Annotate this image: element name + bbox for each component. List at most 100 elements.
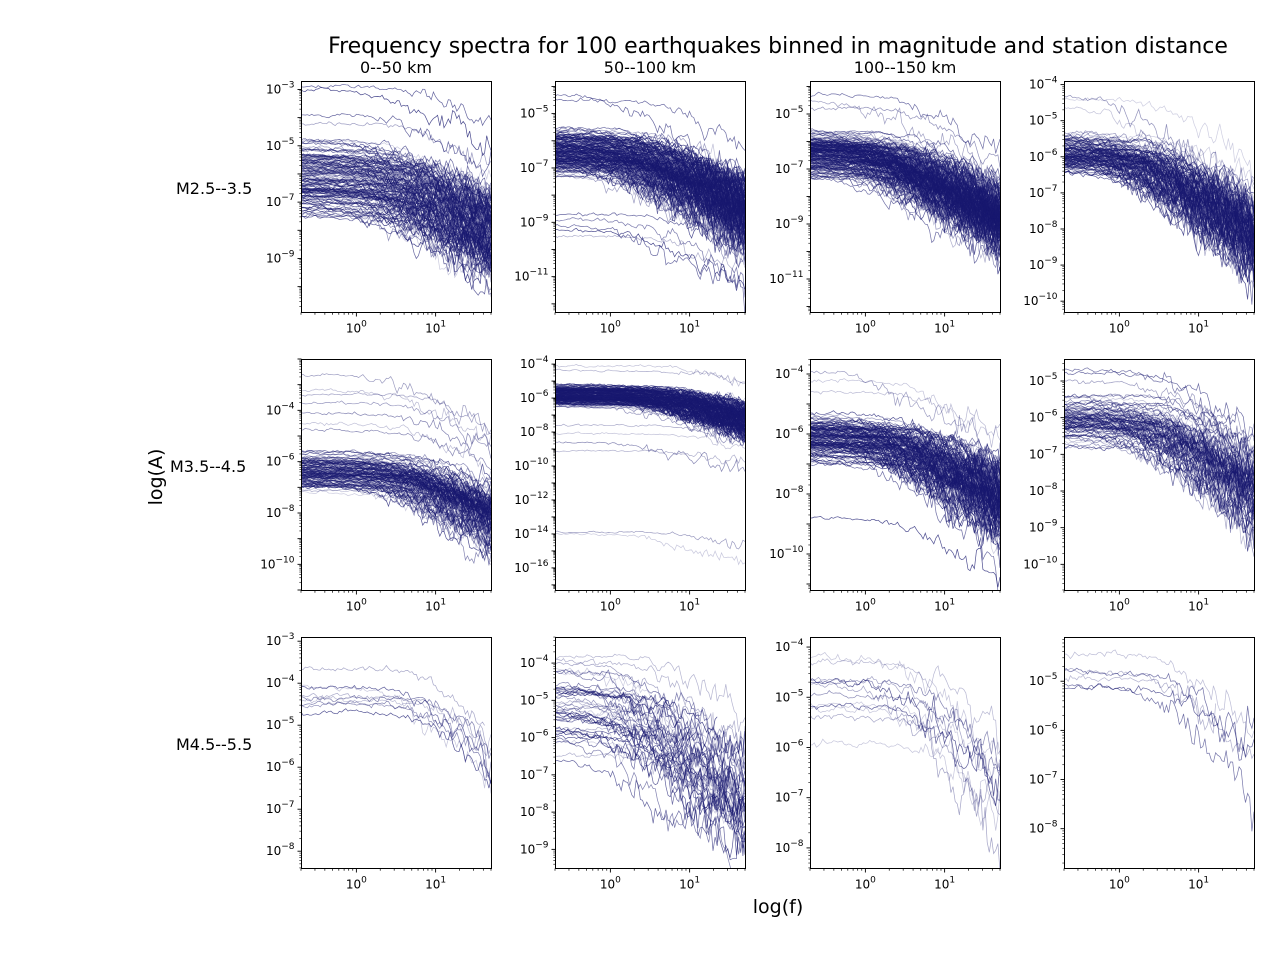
spectrum-line-134 <box>301 180 491 274</box>
spectrum-line-77 <box>810 130 1000 206</box>
spectrum-line-179 <box>555 146 745 213</box>
y-tick-label: 10−8 <box>1029 820 1058 836</box>
spectrum-line-201 <box>810 99 1000 201</box>
spectrum-line-25 <box>555 700 745 774</box>
y-tick-label: 10−6 <box>1029 409 1058 425</box>
spectrum-line-4 <box>1064 667 1254 753</box>
spectrum-line-99 <box>301 138 491 191</box>
spectrum-line-194 <box>810 154 1000 218</box>
spectrum-line-205 <box>555 227 745 291</box>
row-label-0: M2.5--3.5 <box>176 179 252 198</box>
x-tick-label: 100 <box>600 598 621 614</box>
spectrum-line-74 <box>1064 425 1254 489</box>
y-tick-label: 10−4 <box>266 401 295 417</box>
spectrum-line-69 <box>301 202 491 260</box>
spectrum-line-8 <box>810 701 1000 778</box>
spectrum-line-204 <box>555 441 745 473</box>
spectrum-line-99 <box>1064 169 1254 256</box>
panel-r2-c1: 100 101 10−9 10−8 10−7 10−6 10−5 10−4 <box>520 636 746 892</box>
spectrum-line-151 <box>301 87 491 157</box>
y-tick-label: 10−4 <box>520 654 549 670</box>
spectrum-line-126 <box>301 153 491 252</box>
spectrum-line-7 <box>301 692 491 755</box>
spectrum-line-5 <box>1064 674 1216 734</box>
spectrum-line-75 <box>1064 421 1254 529</box>
spectrum-line-3 <box>1064 668 1254 760</box>
spectrum-line-202 <box>555 212 745 262</box>
spectrum-line-176 <box>555 162 745 210</box>
spectrum-line-112 <box>1064 147 1254 265</box>
y-tick-label: 10−9 <box>775 215 804 231</box>
spectrum-line-101 <box>555 159 745 265</box>
spectrum-line-5 <box>810 678 1000 807</box>
y-tick-label: 10−6 <box>266 758 295 774</box>
spectrum-line-147 <box>301 164 491 223</box>
spectrum-line-111 <box>301 166 491 239</box>
spectrum-line-178 <box>555 401 745 442</box>
spectrum-line-201 <box>555 368 745 387</box>
spectrum-line-135 <box>810 461 1000 498</box>
spectrum-line-116 <box>301 449 491 496</box>
spectrum-line-81 <box>1064 370 1254 440</box>
spectrum-line-40 <box>555 759 745 861</box>
spectrum-line-115 <box>1064 136 1254 195</box>
spectrum-line-207 <box>555 532 745 566</box>
y-tick-label: 10−11 <box>514 268 548 284</box>
spectrum-line-136 <box>810 432 1000 523</box>
spectrum-line-42 <box>555 706 745 808</box>
series-group <box>301 373 491 566</box>
spectrum-line-125 <box>301 421 491 484</box>
spectrum-line-125 <box>810 147 1000 220</box>
spectrum-line-41 <box>555 668 745 757</box>
spectrum-line-3 <box>555 653 745 732</box>
spectrum-line-81 <box>301 452 491 485</box>
spectrum-line-58 <box>1064 131 1254 190</box>
y-tick-label: 10−7 <box>520 159 549 175</box>
spectrum-line-101 <box>301 462 491 521</box>
panel-r0-c1: 100 101 10−11 10−9 10−7 10−5 <box>514 81 746 336</box>
spectrum-line-10 <box>1064 168 1254 300</box>
spectrum-line-50 <box>301 169 491 216</box>
spectrum-line-68 <box>301 166 491 212</box>
y-tick-label: 10−11 <box>769 270 803 286</box>
spectrum-line-153 <box>301 121 491 170</box>
y-tick-label: 10−3 <box>266 632 295 648</box>
spectrum-line-136 <box>555 133 745 182</box>
spectrum-line-152 <box>810 390 1000 448</box>
spectrum-line-117 <box>1064 151 1254 220</box>
spectrum-line-15 <box>555 165 745 269</box>
spectrum-line-195 <box>555 400 745 430</box>
spectrum-line-188 <box>555 151 745 198</box>
spectrum-line-200 <box>810 91 1000 154</box>
y-tick-label: 10−4 <box>266 674 295 690</box>
spectrum-line-74 <box>301 459 491 510</box>
spectrum-line-102 <box>810 431 1000 518</box>
spectrum-line-2 <box>301 684 491 794</box>
spectrum-line-177 <box>555 136 745 191</box>
series-group <box>810 91 1000 275</box>
spectrum-line-67 <box>1064 428 1254 518</box>
y-axis-label: log(A) <box>145 449 167 506</box>
spectrum-line-142 <box>301 157 491 201</box>
spectrum-line-142 <box>810 441 1000 493</box>
spectrum-line-5 <box>301 700 491 778</box>
spectrum-line-183 <box>810 136 1000 188</box>
x-tick-label: 100 <box>600 876 621 892</box>
x-tick-label: 101 <box>679 876 700 892</box>
x-tick-label: 100 <box>855 320 876 336</box>
spectrum-line-43 <box>555 689 745 815</box>
spectrum-line-108 <box>1064 150 1254 263</box>
panel-r0-c2: 100 101 10−11 10−9 10−7 10−5 <box>769 81 1001 336</box>
spectrum-line-118 <box>810 417 1000 480</box>
spectrum-line-123 <box>301 161 491 207</box>
spectrum-line-100 <box>301 463 491 503</box>
spectrum-line-202 <box>810 106 1000 168</box>
x-tick-label: 100 <box>855 598 876 614</box>
spectrum-line-175 <box>555 159 745 215</box>
spectrum-line-120 <box>1064 95 1254 221</box>
y-tick-label: 10−6 <box>520 389 549 405</box>
spectrum-line-194 <box>555 136 745 212</box>
spectrum-line-130 <box>810 443 1000 518</box>
spectrum-line-72 <box>1064 414 1254 476</box>
spectrum-line-152 <box>555 399 745 444</box>
